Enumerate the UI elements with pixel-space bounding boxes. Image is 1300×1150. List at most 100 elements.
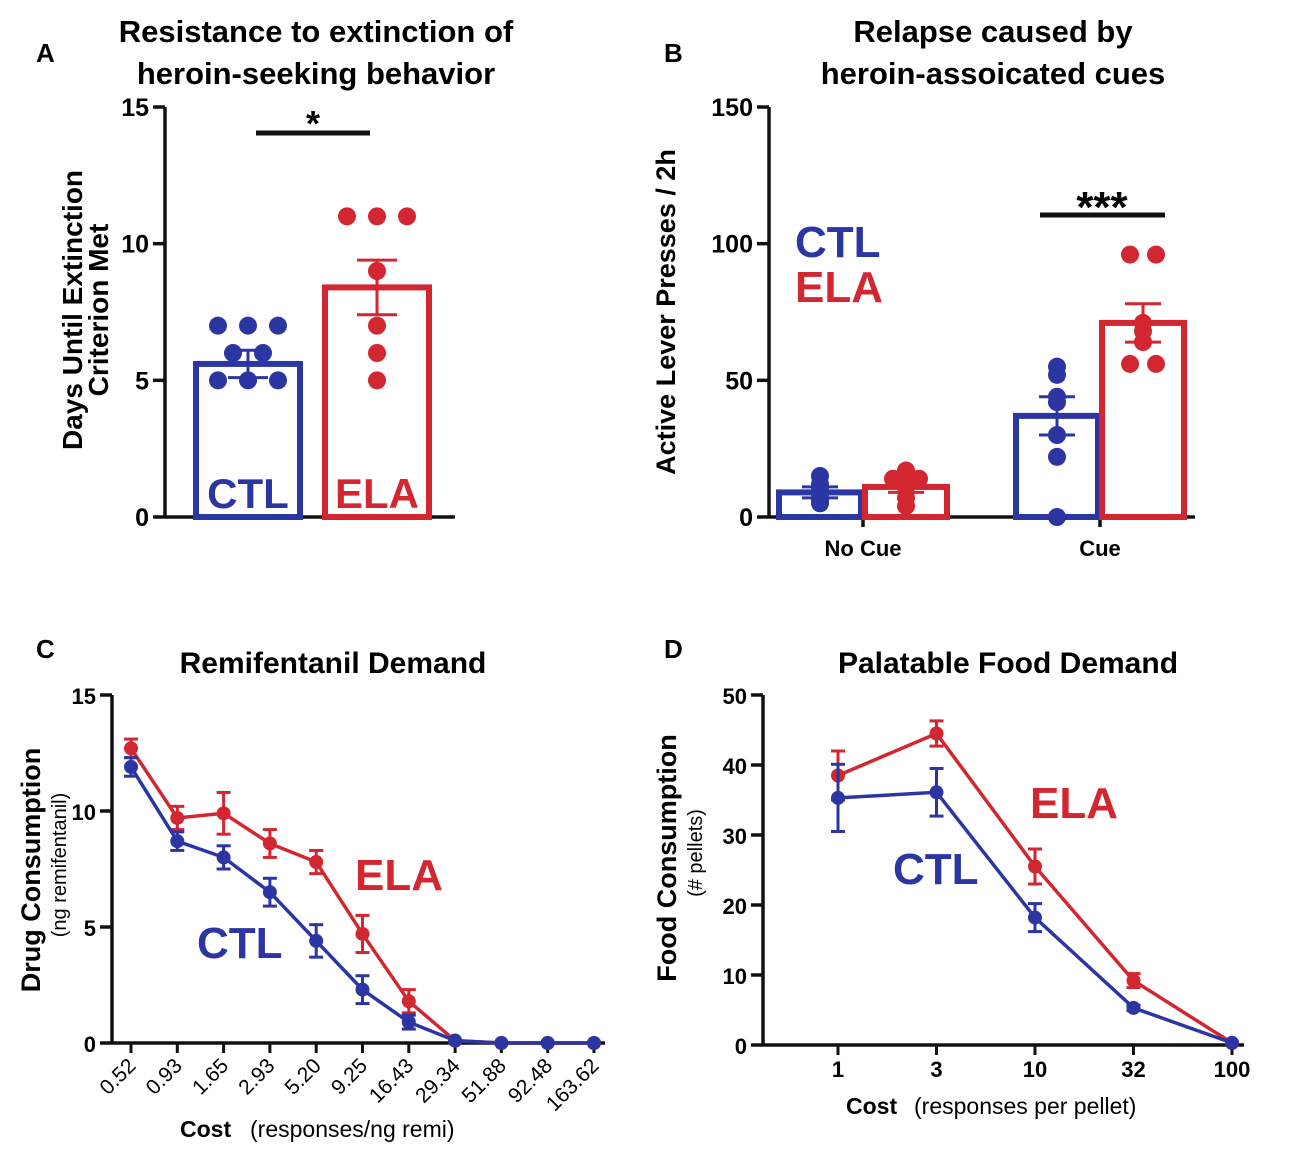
- panel-b-xtick-label: Cue: [1079, 536, 1121, 561]
- panel-c-point-ctl: [448, 1033, 463, 1048]
- panel-d-point-ctl: [1225, 1035, 1239, 1050]
- panel-b-point-ctl: [811, 494, 829, 513]
- panel-a-title-line2: heroin-seeking behavior: [137, 56, 495, 91]
- panel-c-point-ctl: [355, 982, 370, 997]
- panel-c-ytick-label: 15: [72, 684, 96, 709]
- panel-b-point-ela: [1121, 245, 1139, 264]
- panel-letter-a: A: [36, 38, 55, 68]
- panel-d-xtick-label: 32: [1121, 1057, 1145, 1082]
- panel-d-ylabel-sub: (# pellets): [685, 809, 707, 897]
- panel-c-point-ctl: [401, 1015, 416, 1030]
- panel-d-point-ctl: [1028, 910, 1042, 925]
- panel-c-point-ela: [170, 810, 185, 825]
- panel-c-point-ctl: [309, 933, 324, 948]
- panel-d-ytick-label: 20: [723, 894, 747, 919]
- panel-b-point-ctl: [1048, 508, 1066, 526]
- panel-c-point-ela: [309, 855, 324, 870]
- panel-c-xtick-label: 1.65: [188, 1054, 233, 1099]
- panel-a-point-ela: [368, 316, 386, 335]
- panel-b-ytick-label: 50: [725, 367, 753, 395]
- panel-d-point-ela: [1028, 859, 1042, 874]
- panel-letter-d: D: [664, 634, 683, 664]
- panel-c-ytick-label: 0: [84, 1032, 96, 1057]
- panel-b-chart: Relapse caused by heroin-assoicated cues…: [651, 14, 1195, 561]
- panel-c-xtick-label: 29.34: [411, 1054, 465, 1108]
- panel-a-point-ela: [368, 262, 386, 280]
- panel-c-title: Remifentanil Demand: [180, 647, 487, 680]
- panel-c-point-ela: [355, 926, 370, 941]
- panel-d-xlabel-units: (responses per pellet): [914, 1093, 1136, 1119]
- panel-b-ytick-label: 150: [711, 94, 753, 122]
- panel-c-point-ela: [401, 994, 416, 1009]
- panel-a-point-ela: [398, 207, 416, 226]
- panel-c-point-ela: [216, 806, 231, 821]
- panel-c-point-ela: [262, 836, 277, 851]
- panel-a-point-ctl: [269, 371, 287, 390]
- panel-d-point-ctl: [929, 785, 944, 800]
- panel-d-chart: Palatable Food Demand Food Consumption (…: [652, 647, 1250, 1119]
- panel-b-legend-ctl: CTL: [795, 218, 881, 267]
- panel-c-xtick-label: 0.93: [142, 1054, 187, 1099]
- panel-c-xtick-label: 163.62: [542, 1054, 604, 1116]
- panel-b-point-ela: [884, 469, 902, 488]
- panel-c-xtick-label: 16.43: [365, 1054, 418, 1107]
- panel-b-point-ela: [910, 469, 928, 488]
- panel-b-bar-ela: [1099, 319, 1187, 520]
- panel-b-point-ctl: [1048, 365, 1066, 384]
- panel-c-xlabel-units: (responses/ng remi): [250, 1116, 455, 1142]
- panel-c-label-ctl: CTL: [197, 919, 283, 968]
- panel-d-ytick-label: 0: [735, 1034, 747, 1059]
- panel-c-ytick-label: 10: [72, 800, 96, 825]
- panel-d-point-ela: [929, 726, 944, 741]
- panel-b-point-ctl: [1048, 426, 1066, 444]
- panel-a-ylabel-line2: Criterion Met: [83, 224, 114, 397]
- panel-d-title: Palatable Food Demand: [838, 647, 1178, 680]
- panel-d-ylabel-main: Food Consumption: [652, 734, 682, 981]
- panel-b-point-ela: [1121, 354, 1139, 373]
- panel-c-point-ctl: [540, 1036, 555, 1050]
- panel-a-point-ctl: [254, 344, 272, 362]
- panel-c-ylabel-sub: (ng remifentanil): [49, 793, 71, 938]
- panel-a-point-ctl: [269, 316, 287, 335]
- panel-b-point-ela: [897, 497, 915, 516]
- panel-a-point-ctl: [224, 344, 242, 362]
- panel-letter-b: B: [664, 38, 683, 68]
- panel-a-point-ela: [338, 207, 356, 226]
- panel-b-point-ela: [1147, 354, 1165, 373]
- panel-c-point-ctl: [170, 834, 185, 849]
- panel-c-point-ctl: [262, 885, 277, 900]
- panel-d-ytick-label: 50: [723, 684, 747, 709]
- panel-a-point-ela: [368, 344, 386, 362]
- panel-d-label-ctl: CTL: [893, 845, 979, 894]
- panel-d-label-ela: ELA: [1030, 779, 1118, 828]
- panel-b-significance-label: ***: [1076, 183, 1128, 232]
- panel-a-point-ctl: [239, 316, 257, 335]
- panel-c-xtick-label: 5.20: [281, 1054, 326, 1099]
- panel-c-chart: Remifentanil Demand Drug Consumption (ng…: [16, 647, 605, 1142]
- panel-c-xtick-label: 0.52: [95, 1054, 140, 1099]
- panel-a-ylabel-line1: Days Until Extinction: [57, 170, 88, 450]
- panel-b-point-ela: [1147, 245, 1165, 264]
- panel-a-point-ctl: [239, 371, 257, 390]
- panel-a-point-ela: [368, 371, 386, 390]
- panel-c-point-ctl: [587, 1036, 601, 1050]
- panel-a-point-ctl: [209, 316, 227, 335]
- panel-c-point-ctl: [124, 759, 138, 774]
- panel-a-point-ctl: [209, 371, 227, 390]
- panel-a-ytick-label: 15: [121, 94, 149, 122]
- panel-d-ytick-label: 10: [723, 964, 747, 989]
- panel-c-ylabel-main: Drug Consumption: [16, 748, 46, 992]
- panel-d-xtick-label: 1: [832, 1057, 844, 1082]
- panel-b-point-ela: [1134, 333, 1152, 352]
- panel-b-point-ctl: [1048, 393, 1066, 412]
- panel-c-xlabel-cost: Cost: [180, 1116, 231, 1142]
- panel-d-point-ctl: [1126, 1000, 1141, 1015]
- panel-d-xtick-label: 3: [930, 1057, 942, 1082]
- panel-d-point-ctl: [831, 790, 845, 805]
- panel-a-chart: Resistance to extinction of heroin-seeki…: [57, 14, 514, 532]
- panel-a-bar-label-ela: ELA: [335, 470, 419, 517]
- panel-a-point-ela: [368, 207, 386, 226]
- panel-b-ytick-label: 100: [711, 231, 753, 259]
- panel-b-legend-ela: ELA: [795, 263, 883, 312]
- panel-d-ytick-label: 30: [723, 824, 747, 849]
